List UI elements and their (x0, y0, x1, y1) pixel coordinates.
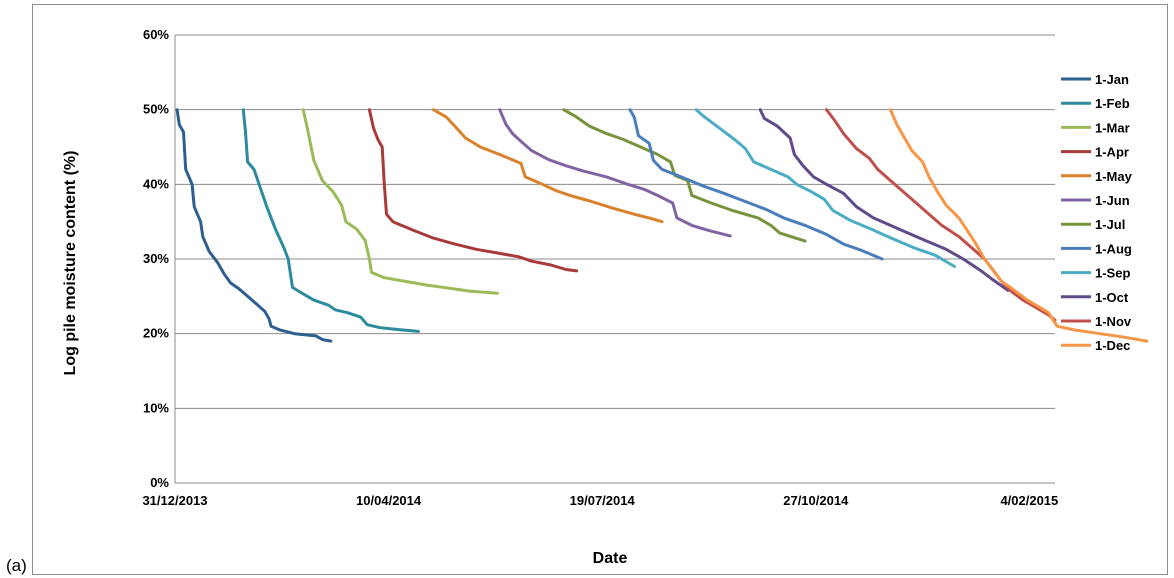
legend-item-1-feb[interactable]: 1-Feb (1061, 96, 1130, 111)
legend-label: 1-May (1095, 169, 1133, 184)
x-axis-title: Date (593, 550, 628, 567)
legend-item-1-oct[interactable]: 1-Oct (1061, 290, 1129, 305)
panel-label: (a) (6, 556, 27, 575)
legend-item-1-aug[interactable]: 1-Aug (1061, 241, 1132, 256)
y-tick-label: 10% (143, 400, 169, 415)
x-tick-label: 4/02/2015 (1000, 493, 1058, 508)
legend-item-1-jun[interactable]: 1-Jun (1061, 193, 1130, 208)
legend-item-1-jul[interactable]: 1-Jul (1061, 217, 1125, 232)
legend-label: 1-Oct (1095, 290, 1129, 305)
y-axis-ticks: 0% 10% 20% 30% 40% 50% 60% (143, 27, 169, 490)
legend-item-1-nov[interactable]: 1-Nov (1061, 314, 1132, 329)
x-tick-label: 10/04/2014 (356, 493, 422, 508)
series-line-1-mar (301, 108, 499, 295)
legend-item-1-apr[interactable]: 1-Apr (1061, 145, 1129, 160)
legend-label: 1-Sep (1095, 266, 1130, 281)
series-line-1-may (431, 108, 664, 224)
legend-item-1-may[interactable]: 1-May (1061, 169, 1133, 184)
legend-item-1-dec[interactable]: 1-Dec (1061, 338, 1130, 353)
y-tick-label: 50% (143, 102, 169, 117)
legend-label: 1-Dec (1095, 338, 1130, 353)
series-line-1-nov (825, 108, 1057, 322)
legend-item-1-mar[interactable]: 1-Mar (1061, 120, 1130, 135)
x-tick-label: 19/07/2014 (570, 493, 636, 508)
legend-item-1-sep[interactable]: 1-Sep (1061, 266, 1130, 281)
series-line-1-oct (758, 108, 1010, 292)
y-tick-label: 30% (143, 251, 169, 266)
y-tick-label: 0% (150, 475, 169, 490)
legend[interactable]: 1-Jan 1-Feb 1-Mar 1-Apr 1-May 1-Jun 1-Jul 1-Aug… (1061, 72, 1133, 353)
moisture-line-chart: 0% 10% 20% 30% 40% 50% 60% 31/12/2013 10/04/201… (62, 27, 1149, 567)
legend-label: 1-Jan (1095, 72, 1129, 87)
legend-label: 1-Jul (1095, 217, 1125, 232)
y-tick-label: 60% (143, 27, 169, 42)
chart-frame: 0% 10% 20% 30% 40% 50% 60% 31/12/2013 10/04/201… (32, 4, 1168, 575)
series-line-1-feb (241, 108, 420, 333)
series-line-1-jan (175, 108, 333, 343)
gridlines (174, 34, 1055, 484)
y-tick-label: 20% (143, 326, 169, 341)
series-line-1-sep (694, 108, 957, 268)
legend-label: 1-Mar (1095, 120, 1130, 135)
x-tick-label: 27/10/2014 (783, 493, 849, 508)
x-axis-ticks: 31/12/2013 10/04/2014 19/07/2014 27/10/2014… (142, 493, 1058, 508)
legend-label: 1-Apr (1095, 145, 1129, 160)
x-tick-label: 31/12/2013 (142, 493, 207, 508)
y-tick-label: 40% (143, 176, 169, 191)
series-line-1-dec (889, 108, 1149, 343)
series-line-1-jun (498, 108, 732, 238)
legend-label: 1-Feb (1095, 96, 1130, 111)
series-line-1-aug (628, 108, 884, 261)
legend-label: 1-Jun (1095, 193, 1130, 208)
legend-label: 1-Aug (1095, 241, 1132, 256)
legend-label: 1-Nov (1095, 314, 1132, 329)
legend-item-1-jan[interactable]: 1-Jan (1061, 72, 1129, 87)
series-lines (175, 108, 1149, 343)
y-axis-title: Log pile moisture content (%) (62, 151, 79, 376)
series-line-1-apr (367, 108, 579, 273)
